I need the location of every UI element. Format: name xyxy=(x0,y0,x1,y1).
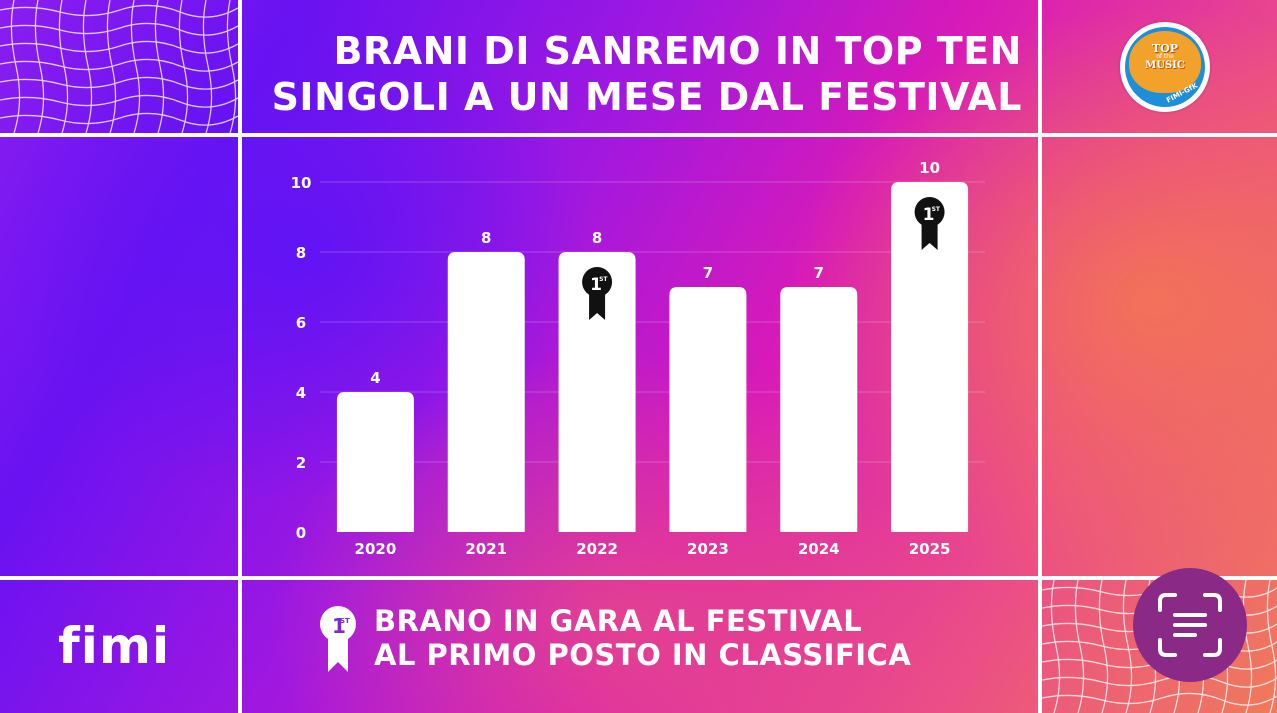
logo-text-top: TOP xyxy=(1151,42,1179,55)
frame-line-top xyxy=(0,133,1277,137)
y-tick-label: 2 xyxy=(296,454,306,472)
frame-line-right xyxy=(1038,0,1042,713)
x-tick-label: 2022 xyxy=(576,540,618,558)
svg-text:ST: ST xyxy=(599,276,608,283)
data-label: 7 xyxy=(814,264,824,282)
data-label: 4 xyxy=(370,369,380,387)
scan-text-icon xyxy=(1158,593,1222,657)
scan-text-button[interactable] xyxy=(1133,568,1247,682)
legend-text: BRANO IN GARA AL FESTIVAL AL PRIMO POSTO… xyxy=(374,604,911,672)
first-place-ribbon-icon: 1 ST xyxy=(320,606,356,672)
top-of-the-music-logo: TOP of the MUSIC FIMI-GfK xyxy=(1120,22,1210,112)
svg-text:1: 1 xyxy=(590,275,602,295)
y-tick-label: 6 xyxy=(296,314,306,332)
bar xyxy=(447,252,525,532)
x-tick-label: 2025 xyxy=(909,540,951,558)
data-label: 8 xyxy=(592,229,602,247)
frame-line-bottom xyxy=(0,576,1277,580)
logo-text-of-the: of the xyxy=(1156,53,1174,60)
legend-line-1: BRANO IN GARA AL FESTIVAL xyxy=(374,604,863,638)
first-place-badge-icon: 1ST xyxy=(914,197,945,250)
title-line-1: BRANI DI SANREMO IN TOP TEN xyxy=(333,29,1022,73)
data-label: 10 xyxy=(919,159,940,177)
x-tick-label: 2020 xyxy=(355,540,397,558)
x-tick-label: 2021 xyxy=(465,540,507,558)
bar xyxy=(891,182,969,532)
svg-text:1: 1 xyxy=(332,614,346,638)
bar xyxy=(780,287,858,532)
svg-text:ST: ST xyxy=(932,206,941,213)
bar xyxy=(669,287,747,532)
page-title: BRANI DI SANREMO IN TOP TEN SINGOLI A UN… xyxy=(272,28,1022,120)
first-place-badge-icon: 1ST xyxy=(582,267,613,320)
x-tick-label: 2024 xyxy=(798,540,840,558)
x-tick-label: 2023 xyxy=(687,540,729,558)
bar xyxy=(336,392,414,532)
bar xyxy=(558,252,636,532)
y-tick-label: 8 xyxy=(296,244,306,262)
legend-line-2: AL PRIMO POSTO IN CLASSIFICA xyxy=(374,638,912,672)
logo-text-music: MUSIC xyxy=(1145,60,1185,71)
svg-text:1: 1 xyxy=(923,205,935,225)
y-tick-label: 10 xyxy=(291,174,312,192)
wavy-grid-pattern-top-left xyxy=(0,0,238,133)
data-label: 8 xyxy=(481,229,491,247)
frame-line-left xyxy=(238,0,242,713)
data-label: 7 xyxy=(703,264,713,282)
y-tick-label: 0 xyxy=(296,524,306,542)
fimi-logo: fimi xyxy=(58,617,171,675)
svg-text:ST: ST xyxy=(340,617,350,625)
y-tick-label: 4 xyxy=(296,384,306,402)
title-line-2: SINGOLI A UN MESE DAL FESTIVAL xyxy=(271,75,1022,119)
